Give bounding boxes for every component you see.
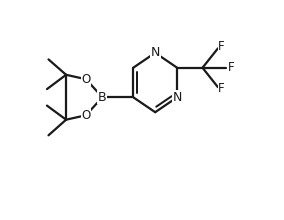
Text: B: B bbox=[98, 91, 107, 104]
Text: F: F bbox=[218, 82, 225, 95]
Text: O: O bbox=[81, 73, 91, 86]
Text: N: N bbox=[172, 91, 182, 104]
Text: F: F bbox=[218, 40, 225, 53]
Text: F: F bbox=[228, 61, 234, 74]
Text: O: O bbox=[81, 109, 91, 122]
Text: N: N bbox=[151, 46, 160, 59]
